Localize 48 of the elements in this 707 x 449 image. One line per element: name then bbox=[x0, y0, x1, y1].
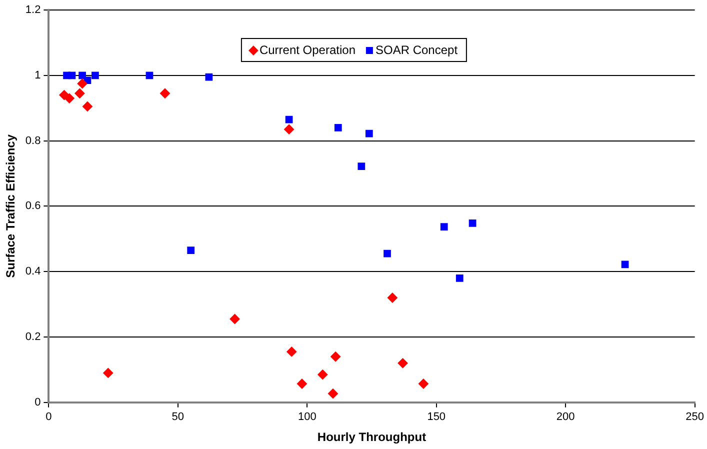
point bbox=[384, 250, 391, 258]
point bbox=[74, 88, 85, 98]
point bbox=[284, 124, 294, 134]
point bbox=[365, 130, 373, 138]
x-tick-label: 100 bbox=[298, 411, 316, 424]
x-tick-label: 150 bbox=[427, 411, 446, 424]
point bbox=[286, 346, 297, 357]
point bbox=[68, 72, 76, 80]
x-tick-label: 50 bbox=[172, 411, 184, 424]
point bbox=[318, 370, 328, 380]
y-tick-label: 1 bbox=[34, 69, 41, 82]
x-tick-label: 0 bbox=[46, 411, 52, 424]
point bbox=[440, 223, 448, 230]
point bbox=[187, 246, 195, 254]
point bbox=[64, 93, 74, 104]
point bbox=[230, 314, 240, 324]
point bbox=[398, 358, 408, 368]
y-tick-label: 0.4 bbox=[25, 266, 41, 278]
y-tick-label: 0 bbox=[34, 396, 41, 408]
y-axis-title: Surface Traffic Efficiency bbox=[4, 134, 18, 278]
point bbox=[146, 72, 154, 80]
point bbox=[77, 78, 88, 89]
point bbox=[418, 378, 428, 389]
y-tick-label: 0.6 bbox=[25, 200, 41, 212]
x-axis-title: Hourly Throughput bbox=[317, 430, 426, 444]
point bbox=[82, 101, 92, 112]
point bbox=[328, 388, 338, 399]
x-tick-label: 250 bbox=[686, 411, 704, 424]
point bbox=[296, 378, 307, 389]
point bbox=[334, 124, 342, 132]
point bbox=[468, 220, 476, 227]
point bbox=[205, 73, 213, 81]
y-tick-label: 0.8 bbox=[25, 134, 41, 147]
point bbox=[103, 368, 114, 378]
y-tick-label: 0.2 bbox=[25, 331, 41, 344]
point bbox=[387, 292, 398, 303]
point bbox=[160, 88, 170, 98]
point bbox=[330, 352, 341, 362]
point bbox=[456, 274, 464, 282]
x-tick-label: 200 bbox=[556, 411, 575, 424]
point bbox=[621, 260, 629, 268]
point bbox=[285, 116, 293, 124]
legend-label: Current Operation bbox=[259, 43, 356, 57]
point bbox=[78, 72, 86, 80]
y-tick-label: 1.2 bbox=[25, 4, 41, 16]
legend-label: SOAR Concept bbox=[376, 43, 458, 57]
point bbox=[92, 72, 99, 80]
point bbox=[358, 162, 366, 170]
